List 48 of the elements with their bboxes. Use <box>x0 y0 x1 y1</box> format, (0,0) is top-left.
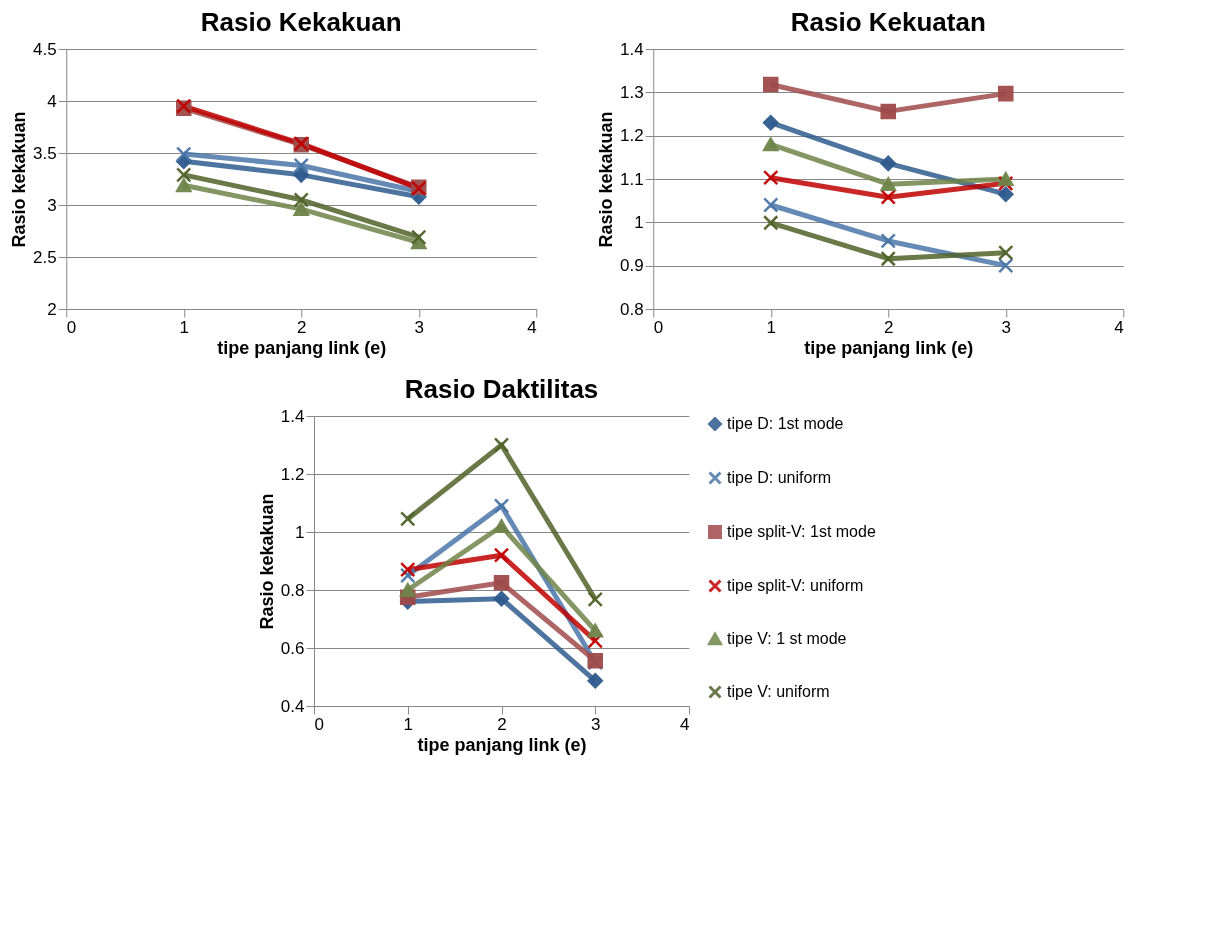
x-tick-label: 2 <box>497 714 507 734</box>
x-tick-label: 0 <box>66 317 77 337</box>
x-tick-label: 3 <box>1001 317 1011 337</box>
chart-title: Rasio Daktilitas <box>404 374 599 404</box>
y-tick-label: 1.2 <box>620 126 644 146</box>
x-tick-label: 4 <box>1114 317 1124 337</box>
y-tick-label: 0.6 <box>280 638 305 658</box>
x-tick-label: 3 <box>591 714 601 734</box>
legend-label: tipe D: uniform <box>727 469 832 486</box>
y-tick-label: 1.3 <box>620 82 644 102</box>
legend-label: tipe split-V: 1st mode <box>727 523 876 540</box>
chart-title: Rasio Kekakuan <box>200 7 402 37</box>
x-tick-label: 1 <box>403 714 413 734</box>
x-tick-label: 4 <box>527 317 537 337</box>
x-tick-label: 1 <box>766 317 776 337</box>
x-tick-label: 0 <box>653 317 664 337</box>
legend-label: tipe V: uniform <box>727 683 830 700</box>
y-tick-label: 4.5 <box>33 39 57 59</box>
x-axis-title: tipe panjang link (e) <box>217 337 387 358</box>
legend-label: tipe split-V: uniform <box>727 577 864 594</box>
y-tick-label: 1 <box>295 522 305 542</box>
x-tick-label: 3 <box>414 317 424 337</box>
y-tick-label: 0.9 <box>620 256 644 276</box>
x-tick-label: 4 <box>680 714 690 734</box>
y-tick-label: 0.8 <box>620 299 644 319</box>
y-tick-label: 1.2 <box>280 464 305 484</box>
y-axis-title: Rasio kekakuan <box>9 111 30 248</box>
y-tick-label: 2.5 <box>33 247 57 267</box>
y-tick-label: 0.4 <box>280 696 305 716</box>
y-tick-label: 0.8 <box>280 580 305 600</box>
y-tick-label: 3 <box>47 195 57 215</box>
y-tick-label: 1 <box>634 212 644 232</box>
y-tick-label: 4 <box>47 91 57 111</box>
x-axis-title: tipe panjang link (e) <box>804 337 974 358</box>
y-tick-label: 1.1 <box>620 169 644 189</box>
y-tick-label: 1.4 <box>280 406 305 426</box>
x-tick-label: 2 <box>884 317 894 337</box>
y-tick-label: 1.4 <box>620 39 644 59</box>
x-axis-title: tipe panjang link (e) <box>417 734 587 755</box>
x-tick-label: 1 <box>179 317 189 337</box>
chart-title: Rasio Kekuatan <box>790 7 986 37</box>
y-tick-label: 2 <box>47 299 57 319</box>
y-tick-label: 3.5 <box>33 143 57 163</box>
y-axis-title: Rasio kekakuan <box>596 111 617 248</box>
x-tick-label: 0 <box>314 714 324 734</box>
legend-label: tipe D: 1st mode <box>727 415 844 432</box>
legend-label: tipe V: 1 st mode <box>727 630 847 647</box>
y-axis-title: Rasio kekakuan <box>256 493 277 630</box>
